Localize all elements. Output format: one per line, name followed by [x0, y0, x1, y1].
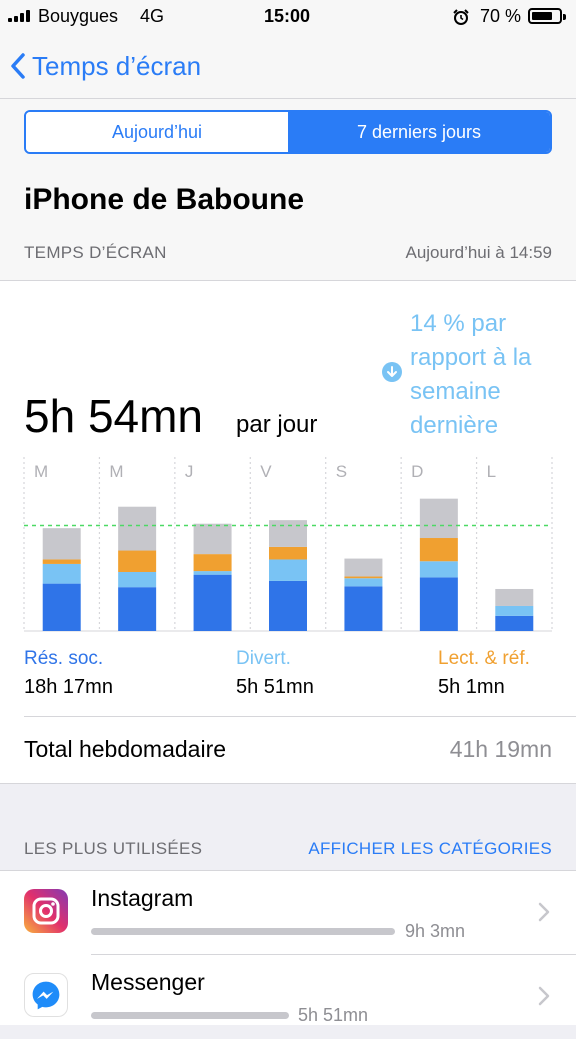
category-value-reading: 5h 1mn	[438, 676, 505, 698]
chart-bar-segment	[344, 586, 383, 631]
chart-bar-segment	[193, 571, 232, 575]
chart-day-label: M	[109, 462, 123, 481]
chart-bar-segment	[42, 528, 81, 560]
chart-bar-segment	[193, 523, 232, 555]
chart-bar-segment	[269, 559, 307, 581]
chevron-right-icon	[538, 902, 550, 927]
app-row-messenger[interactable]: Messenger 5h 51mn	[0, 955, 576, 1039]
chevron-left-icon	[11, 53, 25, 79]
device-name: iPhone de Baboune	[24, 183, 305, 216]
chart-bar-segment	[42, 583, 81, 631]
category-label-social: Rés. soc.	[24, 648, 104, 669]
weekly-total-value: 41h 19mn	[449, 736, 552, 762]
category-value-entertainment: 5h 51mn	[236, 676, 314, 698]
app-usage-time: 5h 51mn	[298, 1005, 369, 1025]
navigation-bar: Temps d’écran	[0, 34, 576, 99]
messenger-icon	[24, 973, 68, 1017]
app-name: Instagram	[91, 885, 194, 911]
chart-bar-segment	[419, 538, 458, 562]
chart-bar-segment	[269, 580, 307, 631]
chevron-right-icon	[538, 986, 550, 1011]
usage-bar	[91, 928, 395, 935]
battery-percent: 70 %	[480, 6, 522, 26]
alarm-icon	[452, 8, 470, 31]
chart-bar-segment	[269, 520, 307, 547]
category-value-social: 18h 17mn	[24, 676, 113, 698]
chart-bar-segment	[495, 615, 534, 631]
weekly-total-label: Total hebdomadaire	[24, 736, 227, 762]
screen-time-section-header: TEMPS D’ÉCRAN Aujourd’hui à 14:59	[0, 235, 576, 281]
app-row-instagram[interactable]: Instagram 9h 3mn	[0, 871, 576, 955]
chart-day-label: M	[34, 462, 48, 481]
chart-bar-segment	[193, 554, 232, 572]
daily-average-unit: par jour	[236, 411, 318, 438]
most-used-header: LES PLUS UTILISÉES AFFICHER LES CATÉGORI…	[0, 830, 576, 870]
chart-bar-segment	[495, 588, 534, 606]
daily-average: 5h 54mn	[24, 390, 204, 442]
back-button-label: Temps d’écran	[32, 50, 202, 81]
usage-bar	[91, 1012, 289, 1019]
app-name: Messenger	[91, 969, 205, 995]
period-segmented-control: Aujourd’hui 7 derniers jours	[24, 110, 552, 154]
chart-day-label: J	[185, 462, 194, 481]
signal-icon	[8, 10, 34, 22]
chart-bar-segment	[42, 559, 81, 564]
chart-bar-segment	[118, 587, 157, 631]
chart-bar-segment	[269, 546, 307, 560]
most-used-title: LES PLUS UTILISÉES	[24, 839, 203, 858]
segmented-control-area: Aujourd’hui 7 derniers jours	[0, 99, 576, 167]
network-type: 4G	[140, 6, 165, 26]
chart-bar-segment	[419, 498, 458, 539]
chart-day-label: S	[336, 462, 347, 481]
chart-bar-segment	[495, 605, 534, 616]
segment-last-7-days[interactable]: 7 derniers jours	[288, 112, 550, 152]
chart-day-label: V	[260, 462, 272, 481]
show-categories-link[interactable]: AFFICHER LES CATÉGORIES	[308, 839, 552, 858]
category-label-entertainment: Divert.	[236, 648, 291, 669]
section-title: TEMPS D’ÉCRAN	[24, 243, 167, 262]
status-bar: Bouygues 4G 15:00 70 %	[0, 0, 576, 34]
chart-bar-segment	[419, 577, 458, 631]
carrier-name: Bouygues	[38, 6, 119, 26]
row-separator	[91, 954, 576, 955]
weekly-comparison: 14 % par rapport à la semaine dernière	[410, 310, 532, 439]
app-usage-time: 9h 3mn	[405, 921, 466, 941]
chart-bar-segment	[344, 558, 383, 577]
segment-today[interactable]: Aujourd’hui	[26, 112, 288, 152]
chart-bar-segment	[419, 561, 458, 578]
arrow-down-circle-icon	[382, 362, 402, 382]
chart-bar-segment	[42, 563, 81, 584]
chart-bar-segment	[118, 571, 157, 588]
chart-bar-segment	[344, 576, 383, 579]
last-updated: Aujourd’hui à 14:59	[405, 243, 552, 262]
battery-icon	[528, 8, 566, 24]
category-label-reading: Lect. & réf.	[438, 648, 530, 669]
device-header: iPhone de Baboune	[0, 167, 576, 235]
divider	[24, 716, 576, 717]
back-button[interactable]: Temps d’écran	[10, 48, 201, 84]
most-used-app-list: Instagram 9h 3mn Messenger 5h 51mn	[0, 870, 576, 1025]
chart-bar-segment	[118, 506, 157, 551]
chart-bar-segment	[344, 578, 383, 587]
instagram-icon	[24, 889, 68, 933]
chart-bar-segment	[118, 550, 157, 572]
usage-summary-card[interactable]: 14 % par rapport à la semaine dernière 5…	[0, 281, 576, 784]
chart-bar-segment	[193, 574, 232, 631]
clock: 15:00	[264, 6, 311, 26]
chart-day-label: D	[411, 462, 423, 481]
chart-day-label: L	[487, 462, 496, 481]
